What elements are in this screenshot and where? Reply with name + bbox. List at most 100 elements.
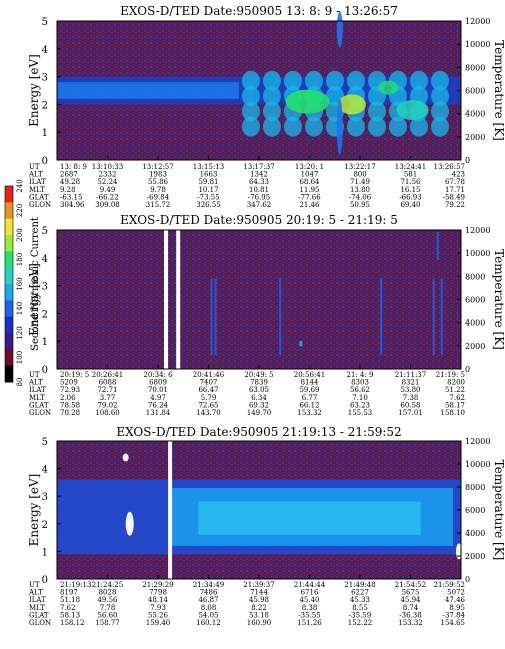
- orbit-table-cell: 11.95: [299, 186, 319, 194]
- y2-axis-label: Temperature [K]: [492, 40, 505, 141]
- orbit-table-cell: 13.80: [350, 186, 370, 194]
- orbit-table-cell: 66.12: [299, 401, 319, 409]
- orbit-table-cell: 20:41:46: [193, 371, 225, 379]
- y2-tick-label: 4000: [465, 319, 485, 328]
- y2-axis-label: Temperature [K]: [492, 249, 505, 350]
- orbit-row-label: ILAT: [29, 386, 46, 394]
- orbit-row-label: ALT: [28, 589, 43, 597]
- orbit-table-cell: -77.66: [298, 193, 321, 201]
- orbit-table-cell: 309.08: [95, 201, 120, 209]
- orbit-table-cell: 68.64: [299, 178, 320, 186]
- orbit-table-cell: -35.59: [349, 611, 371, 619]
- y-tick-label: 2: [42, 520, 48, 531]
- orbit-table-cell: 55.86: [148, 178, 169, 186]
- colorbar-segment: [5, 186, 13, 203]
- orbit-table-cell: 72.93: [60, 386, 80, 394]
- colorbar-tick-label: 100: [16, 351, 24, 364]
- colorbar-tick-label: 80: [16, 378, 24, 387]
- colorbar-segment: [5, 267, 13, 285]
- orbit-table-cell: 71.49: [350, 178, 370, 186]
- orbit-table-cell: 20:19: 5: [60, 371, 89, 379]
- orbit-table-cell: 13:22:17: [344, 163, 375, 171]
- orbit-table-cell: 70.01: [148, 386, 168, 394]
- orbit-table-cell: 21:34:49: [193, 581, 224, 589]
- panel-title: EXOS-D/TED Date:950905 20:19: 5 - 21:19:…: [120, 213, 398, 227]
- colorbar-tick-label: 220: [16, 204, 24, 217]
- y-tick-label: 2: [42, 100, 48, 111]
- orbit-table-cell: 45.40: [299, 596, 319, 604]
- y2-tick-label: 12000: [465, 437, 490, 446]
- colorbar: 80 100 120 140 160 180 200 220 240 Second Harmoni…: [4, 179, 41, 387]
- orbit-table-cell: 45.98: [249, 596, 269, 604]
- orbit-table-cell: 64.33: [249, 178, 269, 186]
- orbit-table-cell: 54.05: [198, 611, 218, 619]
- orbit-row-label: GLAT: [29, 401, 49, 409]
- orbit-table-cell: 149.70: [247, 409, 272, 417]
- orbit-row-label: MLT: [29, 186, 45, 194]
- orbit-table-cell: 8.08: [201, 604, 217, 612]
- orbit-row-label: UT: [29, 163, 40, 171]
- orbit-row-label: UT: [29, 581, 40, 589]
- y-tick-label: 1: [42, 337, 48, 348]
- orbit-table-cell: 131.84: [146, 409, 171, 417]
- orbit-table-cell: 17.71: [445, 186, 465, 194]
- orbit-table-cell: 67.78: [445, 178, 465, 186]
- orbit-table-cell: 56.62: [350, 386, 370, 394]
- orbit-table-cell: 20:56:41: [294, 371, 325, 379]
- orbit-table-cell: 21: 4: 9: [347, 371, 374, 379]
- orbit-table-cell: 53.80: [400, 386, 420, 394]
- orbit-table-cell: 157.01: [398, 409, 423, 417]
- colorbar-tick-label: 180: [16, 253, 24, 266]
- orbit-table-cell: 304.96: [60, 201, 85, 209]
- orbit-table-cell: 7.62: [449, 394, 465, 402]
- y-tick-label: 4: [42, 465, 48, 476]
- orbit-table-cell: 21:19:13: [60, 581, 91, 589]
- orbit-table-cell: 1663: [200, 171, 218, 179]
- orbit-table-cell: 2687: [60, 171, 78, 179]
- orbit-table-cell: 59.81: [198, 178, 218, 186]
- orbit-table-cell: 49.28: [60, 178, 80, 186]
- orbit-table-cell: 48.14: [148, 596, 169, 604]
- orbit-table-cell: 159.40: [146, 619, 171, 627]
- orbit-row-label: GLAT: [29, 193, 49, 201]
- orbit-table-cell: 16.15: [400, 186, 420, 194]
- orbit-table-cell: 79.02: [97, 401, 117, 409]
- orbit-table-cell: 59.69: [299, 386, 319, 394]
- colorbar-tick-label: 200: [16, 228, 24, 241]
- y-tick-label: 3: [42, 73, 48, 84]
- colorbar-segment: [5, 251, 13, 269]
- orbit-table-cell: 58.13: [60, 611, 80, 619]
- orbit-table-cell: 6.77: [302, 394, 318, 402]
- orbit-row-label: UT: [29, 371, 40, 379]
- orbit-table-cell: 72.71: [97, 386, 117, 394]
- y2-tick-label: 10000: [465, 460, 490, 469]
- orbit-table-cell: 5072: [447, 589, 465, 597]
- y-tick-label: 5: [42, 437, 48, 448]
- orbit-table-cell: 70.28: [60, 409, 80, 417]
- orbit-table-cell: 71.56: [400, 178, 421, 186]
- orbit-table-cell: 8.55: [352, 604, 368, 612]
- orbit-table-cell: 50.95: [350, 201, 370, 209]
- colorbar-segment: [5, 349, 13, 367]
- orbit-table-cell: 154.65: [441, 619, 466, 627]
- orbit-table-cell: 13:24:41: [395, 163, 426, 171]
- colorbar-segment: [5, 300, 13, 318]
- orbit-table-cell: 21:39:37: [243, 581, 274, 589]
- orbit-table-cell: 13: 8: 9: [60, 163, 87, 171]
- colorbar-tick-label: 240: [16, 179, 24, 192]
- y2-axis-label: Temperature [K]: [492, 460, 505, 561]
- orbit-table-cell: 6227: [351, 589, 369, 597]
- y2-tick-label: 8000: [465, 63, 485, 72]
- y2-tick-label: 4000: [465, 110, 485, 119]
- y-tick-label: 4: [42, 254, 48, 265]
- orbit-table-cell: 7144: [250, 589, 268, 597]
- orbit-table-cell: 7798: [149, 589, 167, 597]
- orbit-row-label: GLAT: [29, 611, 49, 619]
- orbit-table-cell: 9.28: [60, 186, 76, 194]
- orbit-table-cell: 8303: [351, 379, 369, 387]
- y2-tick-label: 8000: [465, 272, 485, 281]
- orbit-table-cell: 13:20: 1: [295, 163, 324, 171]
- orbit-table-cell: 21:29:29: [142, 581, 173, 589]
- orbit-table-cell: 45.94: [400, 596, 421, 604]
- y-tick-label: 0: [42, 575, 48, 586]
